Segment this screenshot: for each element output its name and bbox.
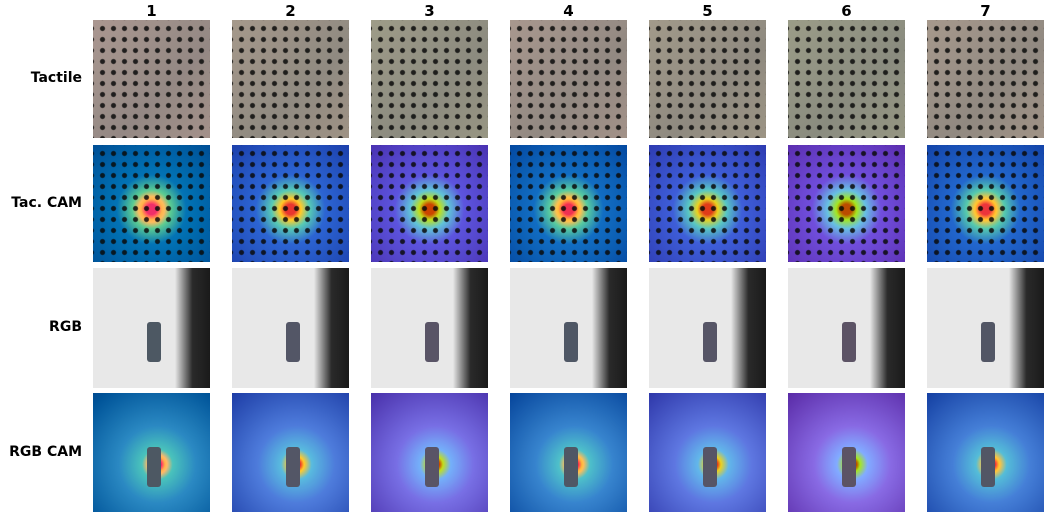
image-tactile xyxy=(371,20,488,138)
image-rgbcam xyxy=(371,393,488,512)
image-tactile xyxy=(788,20,905,138)
marker-dots xyxy=(93,20,210,138)
image-rgb xyxy=(510,268,627,388)
row-label: RGB CAM xyxy=(0,444,82,460)
row-label: RGB xyxy=(0,319,82,335)
marker-dots xyxy=(788,20,905,138)
marker-dots xyxy=(649,145,766,262)
robot-arm xyxy=(842,322,856,362)
marker-dots xyxy=(649,20,766,138)
image-taccam xyxy=(93,145,210,262)
image-rgb xyxy=(788,268,905,388)
image-rgbcam xyxy=(93,393,210,512)
marker-dots xyxy=(927,20,1044,138)
column-header: 1 xyxy=(93,2,210,20)
robot-arm xyxy=(425,447,439,487)
image-rgb xyxy=(649,268,766,388)
marker-dots xyxy=(510,145,627,262)
robot-arm xyxy=(981,447,995,487)
robot-arm xyxy=(981,322,995,362)
robot-arm xyxy=(842,447,856,487)
image-rgbcam xyxy=(510,393,627,512)
image-taccam xyxy=(232,145,349,262)
image-taccam xyxy=(927,145,1044,262)
image-tactile xyxy=(649,20,766,138)
image-taccam xyxy=(788,145,905,262)
robot-arm xyxy=(147,447,161,487)
column-header: 6 xyxy=(788,2,905,20)
image-tactile xyxy=(93,20,210,138)
image-rgb xyxy=(371,268,488,388)
marker-dots xyxy=(93,145,210,262)
robot-arm xyxy=(286,447,300,487)
image-rgbcam xyxy=(649,393,766,512)
column-header: 3 xyxy=(371,2,488,20)
image-rgbcam xyxy=(927,393,1044,512)
image-taccam xyxy=(510,145,627,262)
robot-arm xyxy=(703,447,717,487)
robot-arm xyxy=(286,322,300,362)
marker-dots xyxy=(371,145,488,262)
image-rgbcam xyxy=(232,393,349,512)
image-tactile xyxy=(232,20,349,138)
marker-dots xyxy=(788,145,905,262)
row-label: Tac. CAM xyxy=(0,195,82,211)
robot-arm xyxy=(703,322,717,362)
image-tactile xyxy=(927,20,1044,138)
image-rgb xyxy=(232,268,349,388)
robot-arm xyxy=(147,322,161,362)
marker-dots xyxy=(371,20,488,138)
image-rgb xyxy=(93,268,210,388)
marker-dots xyxy=(927,145,1044,262)
column-header: 2 xyxy=(232,2,349,20)
figure: 1 2 3 4 5 6 7 Tactile Tac. CAM RGB RGB CAM xyxy=(0,0,1044,512)
image-taccam xyxy=(649,145,766,262)
column-header: 7 xyxy=(927,2,1044,20)
image-rgbcam xyxy=(788,393,905,512)
marker-dots xyxy=(232,145,349,262)
robot-arm xyxy=(564,322,578,362)
image-taccam xyxy=(371,145,488,262)
image-tactile xyxy=(510,20,627,138)
column-header: 4 xyxy=(510,2,627,20)
marker-dots xyxy=(510,20,627,138)
marker-dots xyxy=(232,20,349,138)
image-rgb xyxy=(927,268,1044,388)
robot-arm xyxy=(425,322,439,362)
robot-arm xyxy=(564,447,578,487)
row-label: Tactile xyxy=(0,70,82,86)
column-header: 5 xyxy=(649,2,766,20)
